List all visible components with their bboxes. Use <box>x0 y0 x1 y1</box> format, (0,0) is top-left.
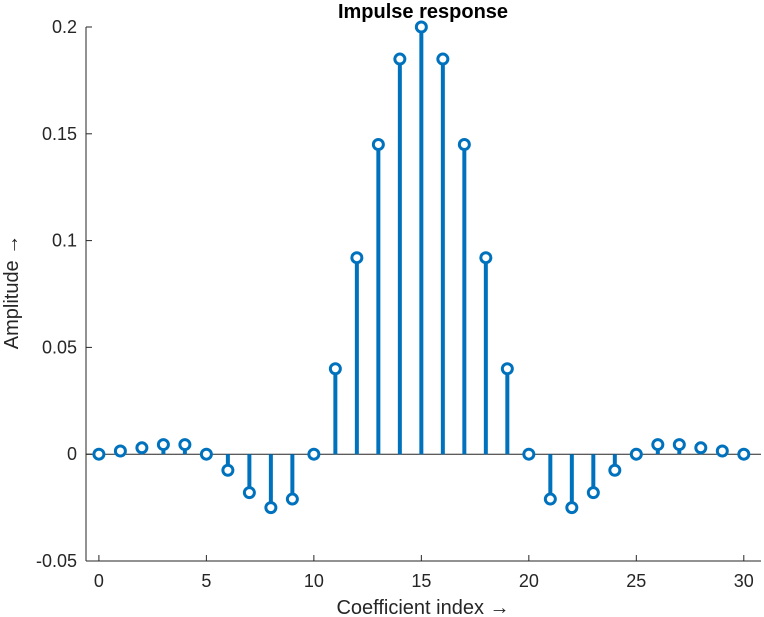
y-tick-label: 0.05 <box>42 337 77 357</box>
stem-marker <box>543 492 557 506</box>
x-axis-label: Coefficient index → <box>336 597 509 617</box>
stem-marker <box>199 447 213 461</box>
stem-marker <box>651 438 665 452</box>
stem-marker <box>178 438 192 452</box>
stem-marker <box>694 441 708 455</box>
stem-marker <box>672 438 686 452</box>
stem-marker <box>113 444 127 458</box>
stem-marker <box>414 20 428 34</box>
stem-marker <box>328 362 342 376</box>
axes <box>85 27 761 562</box>
stem-marker <box>135 441 149 455</box>
x-tick-label: 0 <box>94 571 104 591</box>
stem-marker <box>221 463 235 477</box>
x-tick-label: 20 <box>519 571 539 591</box>
y-tick-label: 0.2 <box>52 17 77 37</box>
x-tick-label: 30 <box>734 571 754 591</box>
stem-marker <box>629 447 643 461</box>
y-axis-label: Amplitude → <box>1 235 23 350</box>
ticks-group: -0.05 0 0.05 0.1 0.15 0.2 0 5 10 15 20 25 30 <box>36 17 754 591</box>
stem-marker <box>586 486 600 500</box>
stem-marker <box>479 251 493 265</box>
stem-marker <box>393 52 407 66</box>
stem-marker <box>92 447 106 461</box>
x-tick-label: 15 <box>411 571 431 591</box>
x-tick-label: 5 <box>201 571 211 591</box>
stem-marker <box>565 501 579 515</box>
y-tick-label: 0.15 <box>42 124 77 144</box>
stem-marker <box>715 444 729 458</box>
stem-marker <box>371 137 385 151</box>
chart-title: Impulse response <box>338 1 508 23</box>
stem-marker <box>350 251 364 265</box>
x-tick-label: 10 <box>304 571 324 591</box>
stem-marker <box>307 447 321 461</box>
stem-marker <box>285 492 299 506</box>
stem-marker <box>737 447 751 461</box>
stem-marker <box>436 52 450 66</box>
stem-marker <box>156 438 170 452</box>
stems-group <box>92 20 751 515</box>
stem-marker <box>500 362 514 376</box>
y-tick-label: 0.1 <box>52 231 77 251</box>
stem-marker <box>242 486 256 500</box>
stem-marker <box>264 501 278 515</box>
stem-marker <box>608 463 622 477</box>
stem-marker <box>522 447 536 461</box>
y-tick-label: 0 <box>67 444 77 464</box>
y-tick-label: -0.05 <box>36 551 77 571</box>
stem-marker <box>457 137 471 151</box>
x-tick-label: 25 <box>626 571 646 591</box>
